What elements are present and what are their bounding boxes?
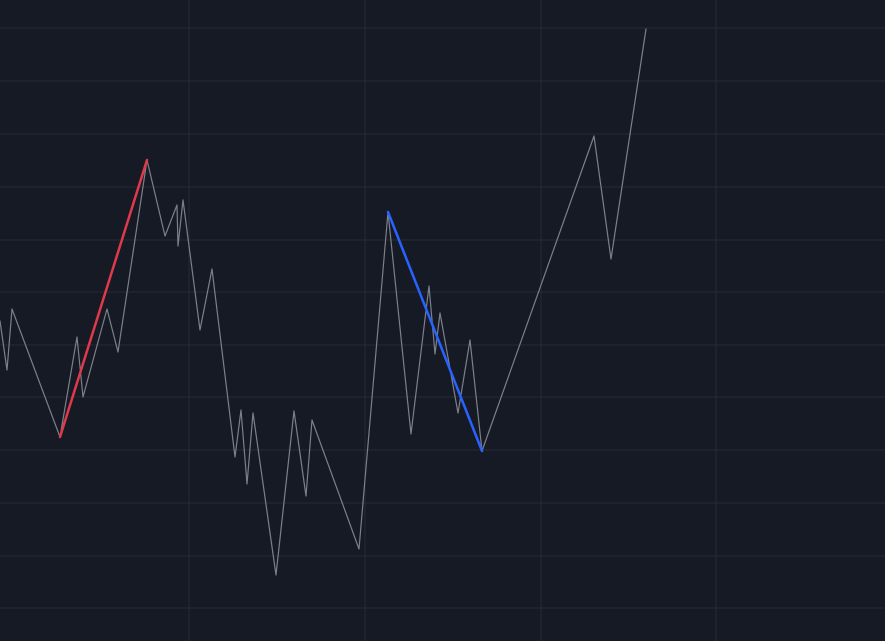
series-layer [0,28,647,576]
price-line[interactable] [0,28,647,576]
down-segment-line[interactable] [386,210,484,453]
up-segment-line[interactable] [58,158,149,439]
